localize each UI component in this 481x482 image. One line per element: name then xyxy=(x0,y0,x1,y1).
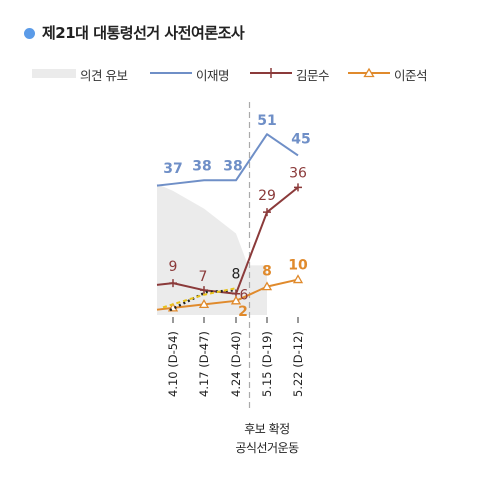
phase-note-line2: 공식선거운동 xyxy=(235,441,299,455)
legend-label-lee-jaemyung: 이재명 xyxy=(196,68,230,83)
legend-swatch-kim-moonsoo xyxy=(250,68,292,78)
legend-item-lee-jaemyung: 이재명 xyxy=(150,64,250,83)
x-tick-label-3: 5.15 (D-19) xyxy=(260,331,274,397)
data-label-lee-junseok-2: 2 xyxy=(238,304,248,320)
phase-note-line1: 후보 확정 xyxy=(244,422,290,436)
legend-label-undecided: 의견 유보 xyxy=(80,68,128,83)
data-label-lee-junseok-4: 10 xyxy=(288,258,308,274)
point-lee-junseok-2 xyxy=(230,295,242,305)
yellow-dashed-segment xyxy=(162,287,237,309)
x-tick-label-2: 4.24 (D-40) xyxy=(229,331,243,397)
legend-label-kim-moonsoo: 김문수 xyxy=(296,68,330,83)
legend-item-undecided: 의견 유보 xyxy=(32,64,132,83)
point-kim-moonsoo-4 xyxy=(294,183,302,192)
data-label-kim-moonsoo-3: 29 xyxy=(258,188,276,204)
title-dot xyxy=(24,28,35,39)
legend-swatch-lee-junseok xyxy=(348,67,390,78)
data-label-lee-jaemyung-2: 38 xyxy=(223,158,242,174)
data-label-lee-jaemyung-0: 37 xyxy=(163,161,182,177)
data-label-kim-moonsoo-1: 7 xyxy=(199,269,208,285)
legend: 의견 유보 이재명 김문수 이준석 xyxy=(32,64,472,83)
legend-item-lee-junseok: 이준석 xyxy=(348,64,458,83)
chart-title: 제21대 대통령선거 사전여론조사 xyxy=(42,24,245,42)
data-label-lee-jaemyung-1: 38 xyxy=(192,158,211,174)
legend-swatch-undecided xyxy=(32,69,76,78)
data-label-lee-junseok-3: 8 xyxy=(262,264,272,280)
data-label-kim-moonsoo-0: 9 xyxy=(169,259,178,275)
area-undecided xyxy=(157,183,267,315)
x-tick-label-4: 5.22 (D-12) xyxy=(291,331,305,397)
point-kim-moonsoo-0 xyxy=(169,279,177,288)
point-kim-moonsoo-1 xyxy=(200,286,208,295)
x-tick-label-1: 4.17 (D-47) xyxy=(197,331,211,397)
point-lee-junseok-1 xyxy=(198,299,210,309)
point-lee-junseok-3 xyxy=(261,281,273,291)
data-label-kim-moonsoo-4: 36 xyxy=(289,165,307,181)
line-lee-jaemyung xyxy=(156,133,299,187)
legend-item-kim-moonsoo: 김문수 xyxy=(250,64,350,83)
legend-swatch-lee-jaemyung xyxy=(150,72,192,74)
point-kim-moonsoo-3 xyxy=(263,208,271,217)
data-label-kim-moonsoo-2: 6 xyxy=(240,288,249,304)
data-label-extra-8: 8 xyxy=(232,267,241,283)
data-label-lee-jaemyung-3: 51 xyxy=(257,113,276,129)
point-lee-junseok-4 xyxy=(292,274,304,284)
phase-note: 후보 확정 공식선거운동 xyxy=(222,420,312,458)
data-label-lee-jaemyung-4: 45 xyxy=(291,131,310,147)
legend-label-lee-junseok: 이준석 xyxy=(394,68,428,83)
x-tick-label-0: 4.10 (D-54) xyxy=(166,331,180,397)
